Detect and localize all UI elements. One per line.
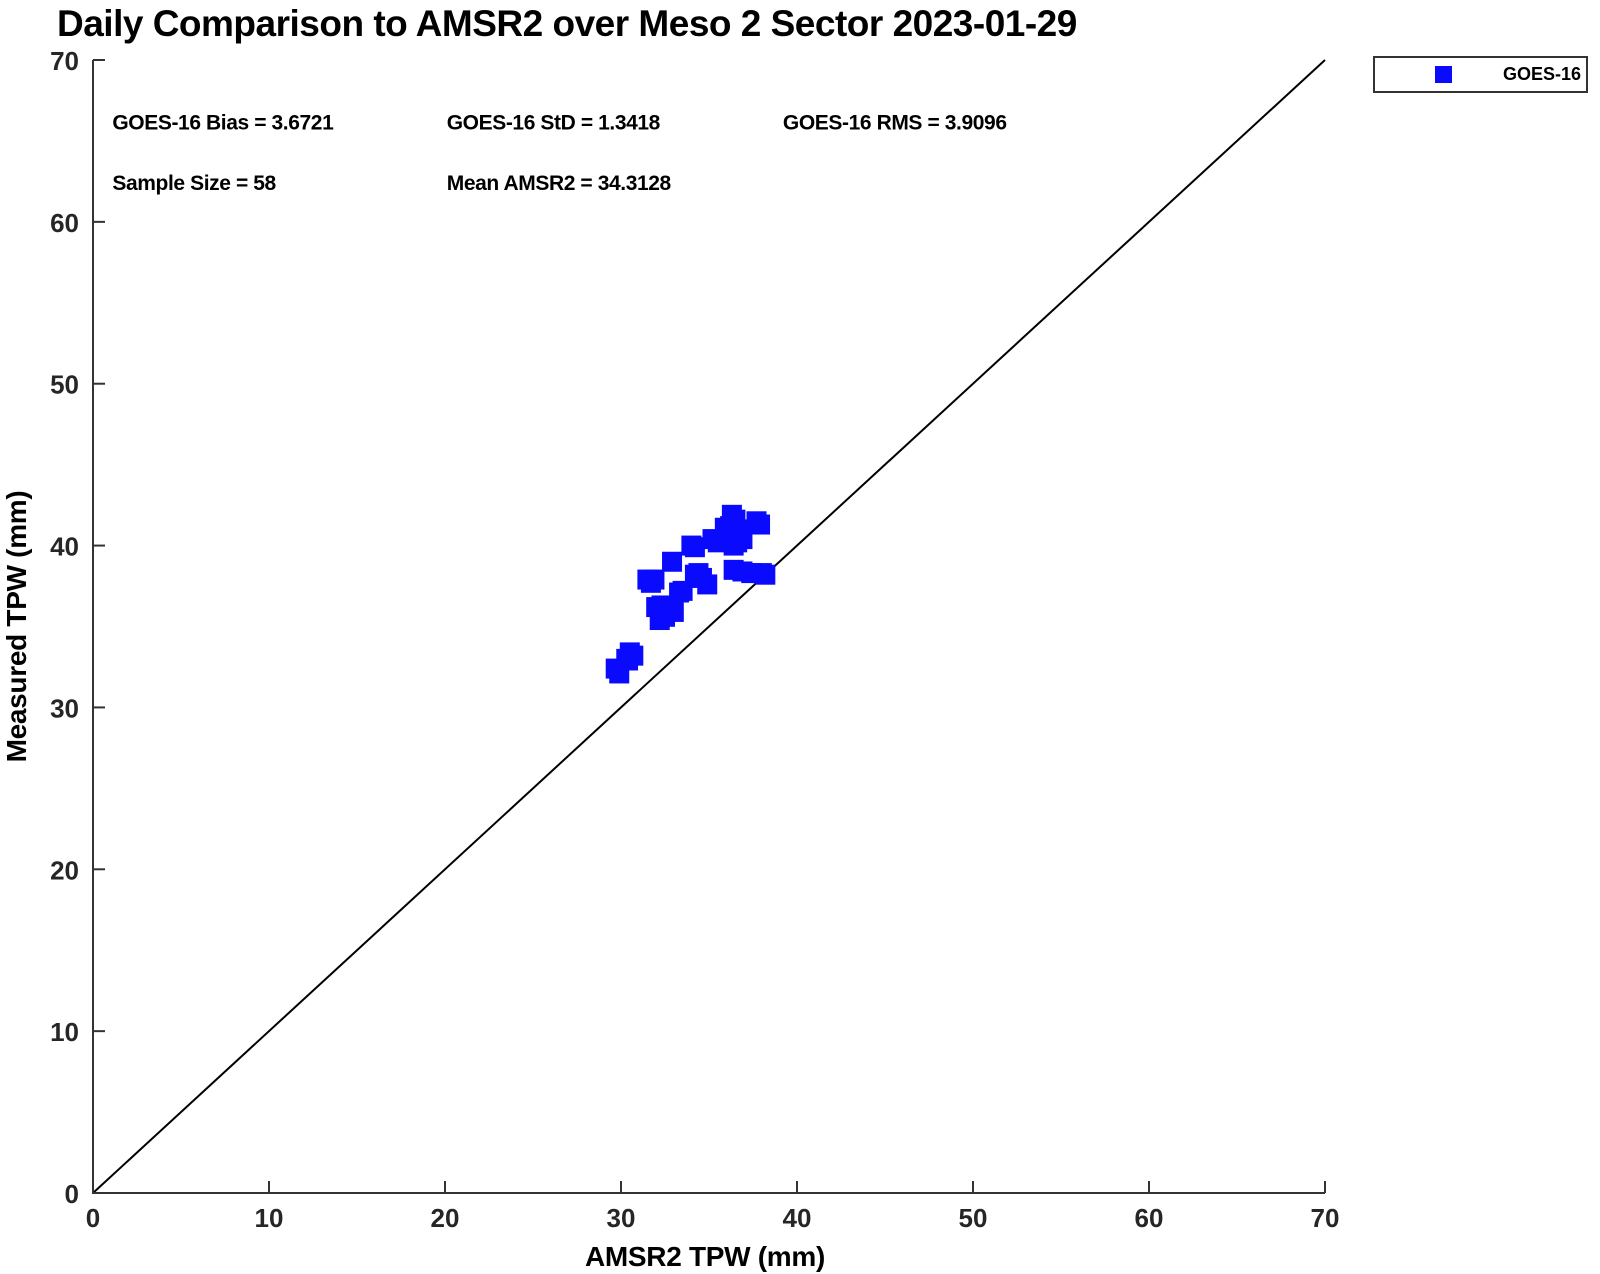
x-tick-label: 30	[607, 1203, 636, 1233]
x-tick-label: 0	[86, 1203, 100, 1233]
scatter-point	[640, 572, 661, 593]
scatter-point	[672, 580, 693, 601]
x-tick-label: 10	[255, 1203, 284, 1233]
x-tick-label: 60	[1135, 1203, 1164, 1233]
stat-annotation: GOES-16 Bias = 3.6721	[112, 112, 334, 135]
stat-annotation: Mean AMSR2 = 34.3128	[447, 172, 672, 195]
x-tick-label: 50	[959, 1203, 988, 1233]
legend: GOES-16	[1373, 56, 1588, 93]
y-tick-label: 0	[65, 1179, 79, 1209]
scatter-point	[691, 567, 712, 588]
chart-title: Daily Comparison to AMSR2 over Meso 2 Se…	[57, 3, 1077, 44]
y-tick-label: 60	[50, 208, 79, 238]
y-tick-label: 50	[50, 370, 79, 400]
scatter-point	[684, 537, 705, 558]
stat-annotation: Sample Size = 58	[112, 172, 276, 195]
identity-line	[92, 59, 1326, 1194]
legend-entry-label: GOES-16	[1503, 64, 1582, 84]
scatter-point	[732, 529, 753, 550]
x-tick-label: 70	[1311, 1203, 1340, 1233]
y-tick-label: 20	[50, 855, 79, 885]
scatter-point	[755, 564, 776, 585]
y-axis-label: Measured TPW (mm)	[1, 491, 32, 763]
stat-annotation: GOES-16 RMS = 3.9096	[783, 112, 1007, 135]
y-tick-label: 40	[50, 532, 79, 562]
y-tick-label: 10	[50, 1017, 79, 1047]
scatter-point	[618, 650, 639, 671]
x-tick-label: 40	[783, 1203, 812, 1233]
scatter-point	[750, 514, 771, 535]
legend-marker-square-icon	[1435, 66, 1452, 83]
scatter-point	[662, 551, 683, 572]
stat-annotation: GOES-16 StD = 1.3418	[447, 112, 661, 135]
scatter-point	[663, 601, 684, 622]
y-tick-label: 70	[50, 46, 79, 76]
x-axis-label: AMSR2 TPW (mm)	[585, 1241, 825, 1272]
x-tick-label: 20	[431, 1203, 460, 1233]
y-tick-label: 30	[50, 693, 79, 723]
